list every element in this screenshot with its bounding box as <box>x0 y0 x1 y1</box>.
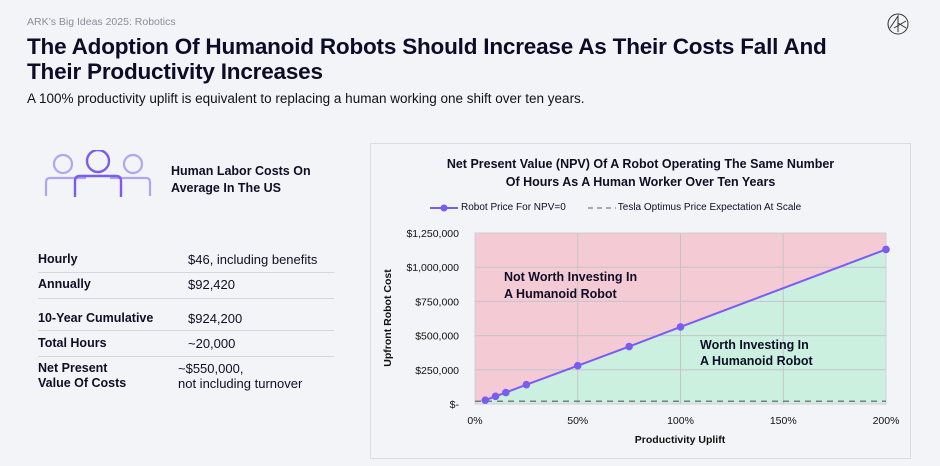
robot-price-point <box>491 392 500 401</box>
fact-label: Total Hours <box>38 336 107 350</box>
legend-item-robot-price: Robot Price For NPV=0 <box>430 202 566 213</box>
robot-price-point <box>882 245 890 254</box>
robot-price-point <box>676 323 685 331</box>
worth-label: A Humanoid Robot <box>700 354 814 368</box>
y-tick-label: $1,250,000 <box>406 228 459 240</box>
labor-facts-table: Hourly $46, including benefits Annually … <box>38 248 334 397</box>
x-tick-label: 50% <box>567 415 588 427</box>
labor-costs-heading: Human Labor Costs On Average In The US <box>171 163 311 197</box>
legend-line-marker-icon <box>430 204 458 211</box>
heading-line: Human Labor Costs On <box>171 164 311 178</box>
y-tick-label: $750,000 <box>415 296 459 308</box>
robot-price-point <box>573 361 582 370</box>
worth-label: Worth Investing In <box>700 338 809 352</box>
not-worth-label: Not Worth Investing In <box>504 270 637 284</box>
x-tick-label: 200% <box>873 415 900 427</box>
fact-label: 10-Year Cumulative <box>38 311 154 325</box>
fact-row-total-hours: Total Hours ~20,000 <box>38 331 334 357</box>
robot-price-point <box>502 388 510 397</box>
ark-logo-icon <box>887 13 909 35</box>
fact-value-line: ~$550,000, <box>178 361 244 376</box>
fact-value-line: not including turnover <box>178 376 303 391</box>
fact-value: $924,200 <box>188 311 243 326</box>
x-axis-label: Productivity Uplift <box>635 434 726 446</box>
kicker: ARK’s Big Ideas 2025: Robotics <box>27 16 176 28</box>
chart-title-line: Of Hours As A Human Worker Over Ten Year… <box>505 175 776 189</box>
legend-dashed-line-icon <box>587 206 616 209</box>
page-title: The Adoption Of Humanoid Robots Should I… <box>27 34 827 84</box>
fact-label-line: Net Present <box>38 361 108 375</box>
fact-label-line: Value Of Costs <box>38 376 127 390</box>
y-tick-label: $250,000 <box>415 365 459 377</box>
fact-row-10-year: 10-Year Cumulative $924,200 <box>38 299 334 331</box>
chart-title-line: Net Present Value (NPV) Of A Robot Opera… <box>446 157 835 171</box>
fact-row-npv: Net Present Value Of Costs ~$550,000, no… <box>38 357 334 397</box>
fact-label: Hourly <box>38 252 78 266</box>
fact-value: ~20,000 <box>188 336 236 351</box>
y-axis-label: Upfront Robot Cost <box>382 269 394 367</box>
x-tick-label: 0% <box>467 415 482 427</box>
robot-price-point <box>522 380 531 389</box>
fact-label: Net Present Value Of Costs <box>38 361 188 391</box>
fact-value: $92,420 <box>188 277 235 292</box>
y-tick-label: $1,000,000 <box>406 262 459 274</box>
fact-label: Annually <box>38 277 91 291</box>
plot-border <box>474 232 887 405</box>
robot-price-point <box>481 396 490 404</box>
fact-value: ~$550,000, not including turnover <box>178 361 334 391</box>
legend-label: Tesla Optimus Price Expectation At Scale <box>617 202 802 213</box>
x-tick-label: 100% <box>667 415 694 427</box>
not-worth-label: A Humanoid Robot <box>504 287 618 301</box>
people-group-icon <box>44 150 152 197</box>
legend-label: Robot Price For NPV=0 <box>461 202 566 213</box>
fact-value: $46, including benefits <box>188 252 318 267</box>
x-tick-label: 150% <box>770 415 797 427</box>
chart-title: Net Present Value (NPV) Of A Robot Opera… <box>370 155 911 191</box>
fact-row-hourly: Hourly $46, including benefits <box>38 248 334 273</box>
heading-line: Average In The US <box>171 181 281 195</box>
page-subtitle: A 100% productivity uplift is equivalent… <box>27 91 585 106</box>
chart-legend: Robot Price For NPV=0 Tesla Optimus Pric… <box>430 202 823 213</box>
legend-item-tesla-price: Tesla Optimus Price Expectation At Scale <box>587 202 802 213</box>
y-tick-label: $500,000 <box>415 331 459 343</box>
y-tick-label: $- <box>450 399 460 411</box>
robot-price-point <box>625 342 633 351</box>
fact-row-annually: Annually $92,420 <box>38 273 334 299</box>
